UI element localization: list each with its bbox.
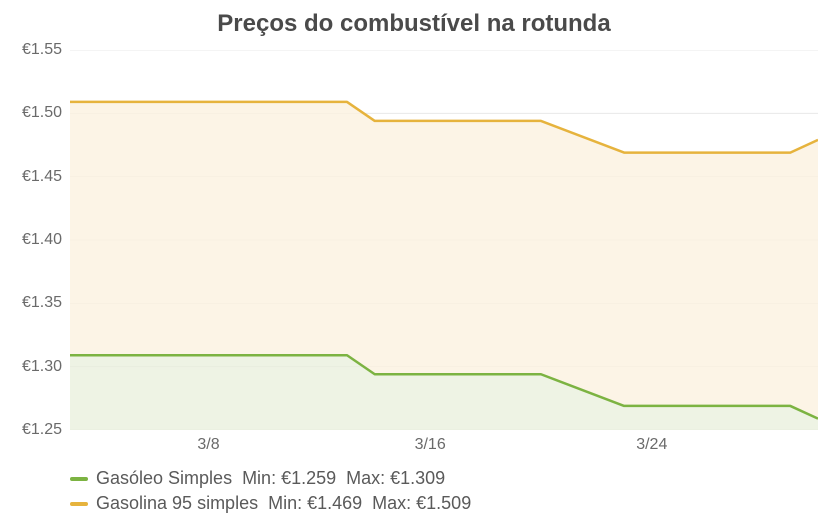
- legend-label: Gasóleo Simples Min: €1.259 Max: €1.309: [96, 468, 445, 489]
- y-tick-label: €1.30: [22, 358, 62, 376]
- x-tick-label: 3/16: [415, 436, 446, 454]
- legend-swatch: [70, 477, 88, 481]
- x-axis: 3/8 3/16 3/24: [70, 430, 818, 460]
- x-tick-label: 3/8: [197, 436, 219, 454]
- legend-row: Gasolina 95 simples Min: €1.469 Max: €1.…: [70, 493, 471, 514]
- y-tick-label: €1.50: [22, 104, 62, 122]
- y-tick-label: €1.35: [22, 294, 62, 312]
- y-axis: €1.25€1.30€1.35€1.40€1.45€1.50€1.55: [0, 50, 70, 430]
- chart-title: Preços do combustível na rotunda: [0, 0, 828, 44]
- y-tick-label: €1.25: [22, 421, 62, 439]
- plot-svg: [70, 50, 818, 430]
- fuel-price-chart: Preços do combustível na rotunda €1.25 €1…: [0, 0, 828, 532]
- x-tick-label: 3/24: [636, 436, 667, 454]
- legend-swatch: [70, 502, 88, 506]
- y-tick-label: €1.45: [22, 168, 62, 186]
- legend: Gasóleo Simples Min: €1.259 Max: €1.309 G…: [70, 468, 471, 518]
- legend-label: Gasolina 95 simples Min: €1.469 Max: €1.…: [96, 493, 471, 514]
- y-tick-label: €1.40: [22, 231, 62, 249]
- legend-row: Gasóleo Simples Min: €1.259 Max: €1.309: [70, 468, 471, 489]
- y-tick-label: €1.55: [22, 41, 62, 59]
- plot-area: [70, 50, 818, 430]
